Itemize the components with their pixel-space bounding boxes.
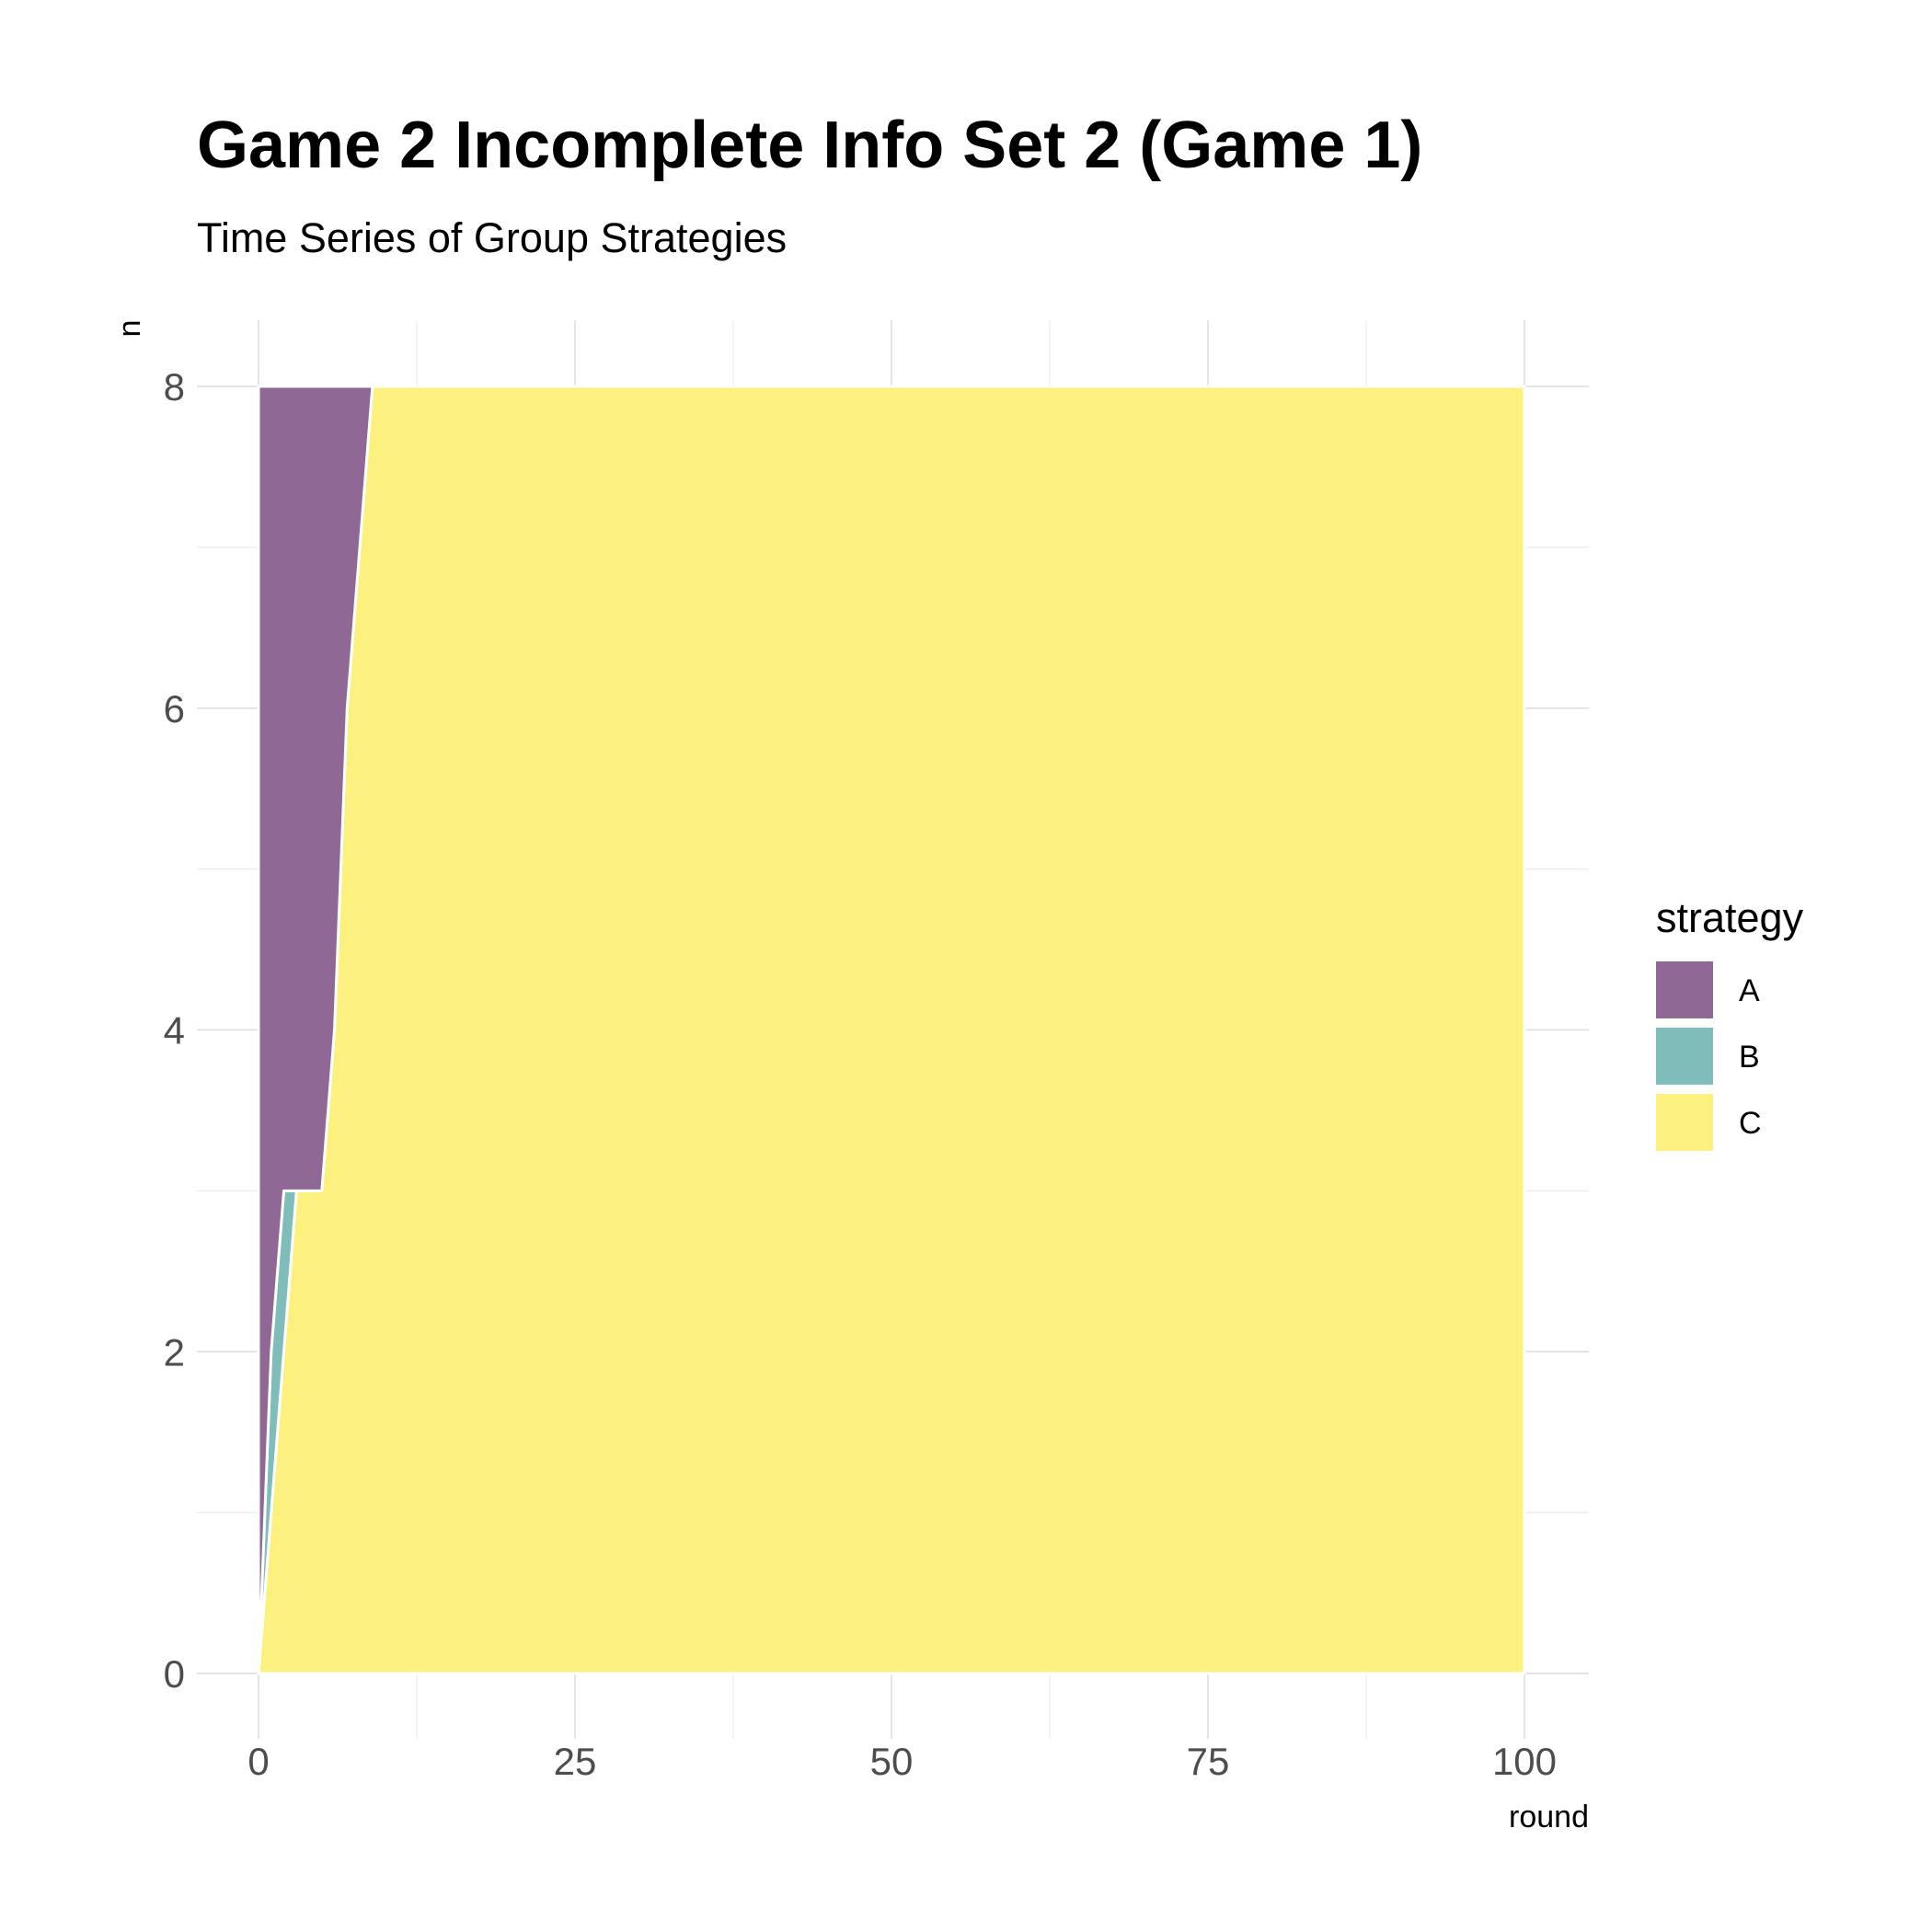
- y-tick-label: 6: [164, 687, 185, 730]
- x-tick-label: 0: [247, 1740, 269, 1783]
- y-axis-ticks: 0 2 4 6 8: [164, 365, 185, 1696]
- plot-areas: [257, 385, 1526, 1675]
- y-axis-title: n: [112, 320, 147, 338]
- legend-title: strategy: [1656, 894, 1804, 941]
- chart-subtitle: Time Series of Group Strategies: [197, 214, 787, 261]
- x-axis-title: round: [1509, 1800, 1589, 1834]
- y-tick-label: 0: [164, 1652, 185, 1696]
- chart-title: Game 2 Incomplete Info Set 2 (Game 1): [197, 109, 1422, 182]
- legend-key-b: [1656, 1028, 1713, 1085]
- legend-label-b: B: [1739, 1040, 1760, 1075]
- x-tick-label: 100: [1492, 1740, 1557, 1783]
- legend-key-c: [1656, 1094, 1713, 1151]
- legend-label-a: A: [1739, 973, 1760, 1008]
- legend-key-a: [1656, 961, 1713, 1018]
- y-tick-label: 4: [164, 1009, 185, 1052]
- x-tick-label: 75: [1187, 1740, 1230, 1783]
- legend-label-c: C: [1739, 1106, 1762, 1141]
- y-tick-label: 2: [164, 1330, 185, 1374]
- legend: strategy ABC: [1656, 894, 1804, 1151]
- area-series-a: [257, 385, 1526, 1675]
- x-tick-label: 25: [554, 1740, 597, 1783]
- x-axis-ticks: 0 25 50 75 100: [247, 1740, 1557, 1783]
- x-tick-label: 50: [870, 1740, 914, 1783]
- y-tick-label: 8: [164, 365, 185, 408]
- area-series-c: [257, 385, 1526, 1675]
